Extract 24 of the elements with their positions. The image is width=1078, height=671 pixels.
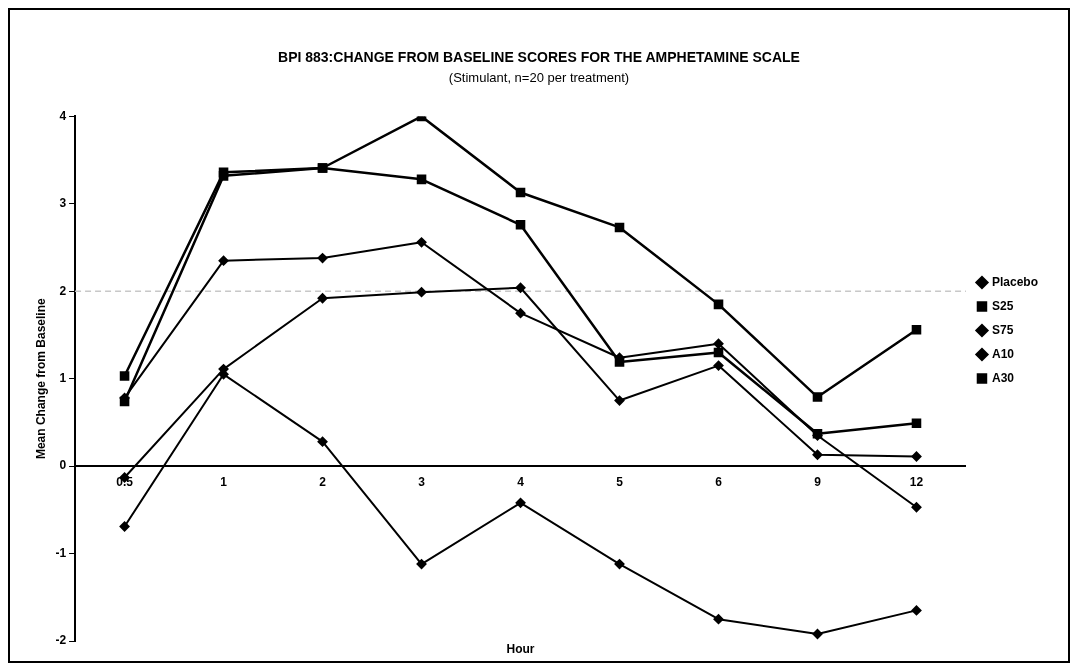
y-tick-label: 4 [59, 108, 67, 123]
y-tick-label: -1 [55, 545, 67, 560]
x-axis-title: Hour [506, 642, 535, 657]
chart-title: BPI 883:CHANGE FROM BASELINE SCORES FOR THE AMPHETAMINE SCALE [278, 49, 800, 66]
y-tick-label: 3 [59, 196, 67, 211]
x-tick-label: 9 [814, 474, 822, 489]
legend-label: S75 [991, 322, 1014, 337]
y-tick-label: 2 [59, 283, 67, 298]
y-tick-label: 0 [59, 458, 67, 473]
y-tick-label: -2 [55, 633, 67, 648]
legend-label: A30 [991, 370, 1015, 385]
y-tick-label: 1 [59, 371, 67, 386]
legend-label: Placebo [991, 274, 1039, 289]
y-axis-title: Mean Change from Baseline [33, 298, 48, 460]
x-tick-label: 5 [616, 474, 624, 489]
x-tick-label: 4 [517, 474, 525, 489]
x-tick-label: 3 [418, 474, 426, 489]
legend-label: S25 [991, 298, 1014, 313]
x-tick-label: 1 [220, 474, 228, 489]
chart-subtitle: (Stimulant, n=20 per treatment) [448, 70, 630, 86]
x-tick-label: 2 [319, 474, 327, 489]
x-tick-label: 6 [715, 474, 723, 489]
x-tick-label: 12 [909, 474, 924, 489]
legend-label: A10 [991, 346, 1015, 361]
